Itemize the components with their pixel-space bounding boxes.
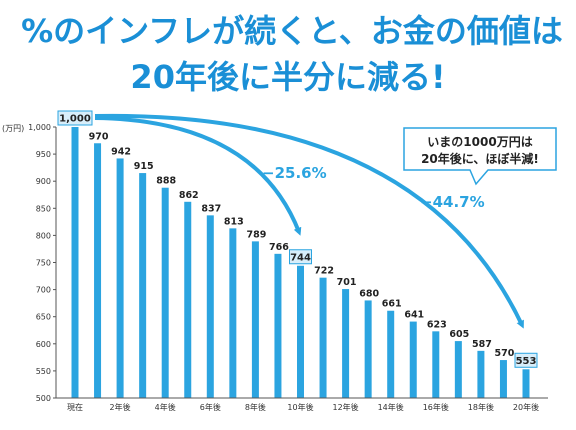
x-tick-label: 16年後	[423, 402, 449, 412]
value-label: 623	[427, 319, 447, 330]
bar	[94, 143, 102, 398]
y-tick-label: 550	[36, 367, 51, 376]
value-label: 942	[111, 146, 131, 157]
value-label: 970	[89, 131, 109, 142]
bar	[274, 253, 282, 398]
value-label: 789	[246, 229, 266, 240]
value-label: 587	[472, 339, 492, 350]
y-tick-label: 950	[36, 150, 51, 159]
bar	[364, 300, 372, 398]
value-label: 553	[516, 356, 537, 367]
bar	[71, 127, 79, 398]
value-label: 915	[134, 161, 154, 172]
drop-label-20-years: −44.7%	[420, 193, 485, 211]
bar	[499, 360, 507, 398]
x-tick-label: 14年後	[378, 402, 404, 412]
value-label: 722	[314, 266, 334, 277]
x-tick-label: 8年後	[245, 402, 266, 412]
callout-line2: 20年後に、ほぼ半減!	[421, 151, 539, 166]
y-tick-label: 850	[36, 204, 51, 213]
x-tick-label: 2年後	[110, 402, 131, 412]
value-label: 701	[337, 277, 357, 288]
bar	[251, 241, 259, 398]
bar	[184, 201, 192, 398]
bars-group	[71, 127, 530, 398]
y-axis: 500 550 600 650 700 750 800 850 900 950 1,000	[28, 123, 57, 403]
bar	[229, 228, 237, 398]
x-tick-label: 12年後	[333, 402, 359, 412]
value-label: 837	[201, 203, 221, 214]
value-label: 744	[290, 252, 311, 263]
x-tick-label: 20年後	[513, 402, 539, 412]
value-label-box	[57, 110, 93, 126]
x-tick-label: 現在	[67, 402, 83, 412]
y-tick-label: 900	[36, 177, 51, 186]
y-tick-label: 750	[36, 259, 51, 268]
y-tick-label: 1,000	[28, 123, 51, 132]
callout-line1: いまの1000万円は	[427, 135, 532, 149]
bar	[319, 277, 327, 398]
value-labels-group: 1,000 97094291588886283781378976674472270…	[57, 110, 538, 368]
value-label: 813	[224, 216, 244, 227]
y-tick-label: 800	[36, 231, 51, 240]
value-label: 661	[382, 299, 402, 310]
bar	[477, 350, 485, 398]
bar	[342, 289, 350, 398]
bar	[139, 173, 147, 398]
callout-box: いまの1000万円は 20年後に、ほぼ半減!	[403, 127, 557, 186]
value-label: 641	[404, 310, 424, 321]
value-label: 570	[495, 348, 515, 359]
chart-title-line2: 20年後に半分に減る!	[130, 58, 446, 96]
chart-title-line1: %のインフレが続くと、お金の価値は	[21, 12, 563, 50]
value-label: 680	[359, 288, 379, 299]
y-tick-label: 600	[36, 340, 51, 349]
bar	[432, 331, 440, 398]
y-tick-label: 650	[36, 313, 51, 322]
arrow-to-20-years	[94, 113, 524, 329]
bar	[206, 215, 214, 398]
y-axis-unit: (万円)	[2, 124, 24, 133]
bar	[116, 158, 124, 398]
value-label: 766	[269, 242, 289, 253]
bar	[387, 310, 395, 398]
x-tick-label: 4年後	[155, 402, 176, 412]
x-tick-label: 18年後	[468, 402, 494, 412]
value-label-box	[289, 249, 312, 265]
x-tick-label: 10年後	[287, 402, 313, 412]
arrow-to-10-years	[94, 116, 302, 236]
value-label-box	[514, 352, 538, 368]
x-axis: 現在 2年後 4年後 6年後 8年後 10年後 12年後 14年後 16年後 18年後 20年後	[56, 397, 548, 412]
bar	[161, 187, 169, 398]
bar	[522, 369, 530, 398]
x-tick-label: 6年後	[200, 402, 221, 412]
drop-label-10-years: −25.6%	[262, 164, 327, 182]
bar	[454, 341, 462, 398]
bar	[409, 321, 417, 398]
y-tick-label: 700	[36, 286, 51, 295]
value-label: 862	[179, 190, 199, 201]
value-label: 1,000	[59, 114, 91, 125]
y-tick-label: 500	[36, 394, 51, 403]
bar	[297, 265, 304, 398]
value-label: 888	[156, 176, 176, 187]
value-label: 605	[449, 329, 469, 340]
